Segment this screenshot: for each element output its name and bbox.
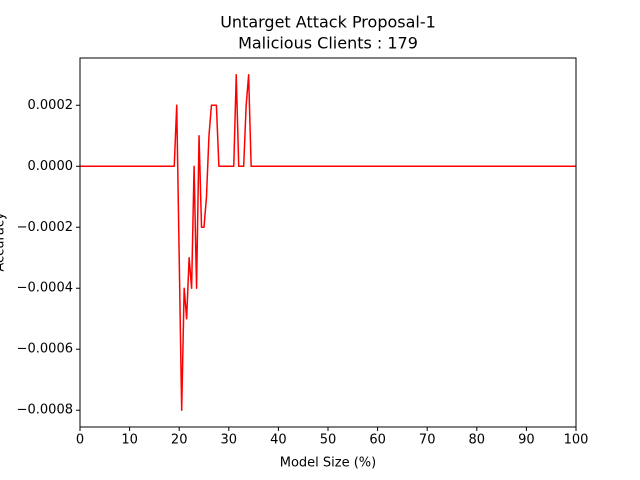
- chart-subtitle: Malicious Clients : 179: [238, 34, 418, 53]
- x-tick-label: 0: [76, 433, 84, 448]
- y-tick-label: −0.0004: [17, 281, 73, 296]
- x-tick-label: 40: [270, 433, 287, 448]
- x-tick-label: 80: [469, 433, 486, 448]
- plot-frame: [79, 57, 577, 428]
- y-tick-label: −0.0008: [17, 403, 73, 418]
- x-axis-label: Model Size (%): [280, 456, 376, 471]
- x-tick-label: 10: [121, 433, 138, 448]
- y-axis-label: Accuracy: [0, 212, 8, 272]
- x-tick-label: 50: [320, 433, 337, 448]
- y-tick-label: −0.0002: [17, 220, 73, 235]
- x-tick-label: 70: [419, 433, 436, 448]
- x-tick-label: 60: [369, 433, 386, 448]
- y-tick-label: 0.0002: [28, 98, 74, 113]
- x-tick-label: 100: [564, 433, 589, 448]
- x-tick-label: 30: [221, 433, 238, 448]
- chart-title: Untarget Attack Proposal-1: [220, 13, 436, 32]
- y-tick-label: 0.0000: [28, 159, 74, 174]
- x-tick-label: 20: [171, 433, 188, 448]
- x-tick-label: 90: [518, 433, 535, 448]
- y-tick-label: −0.0006: [17, 342, 73, 357]
- data-line: [80, 74, 576, 411]
